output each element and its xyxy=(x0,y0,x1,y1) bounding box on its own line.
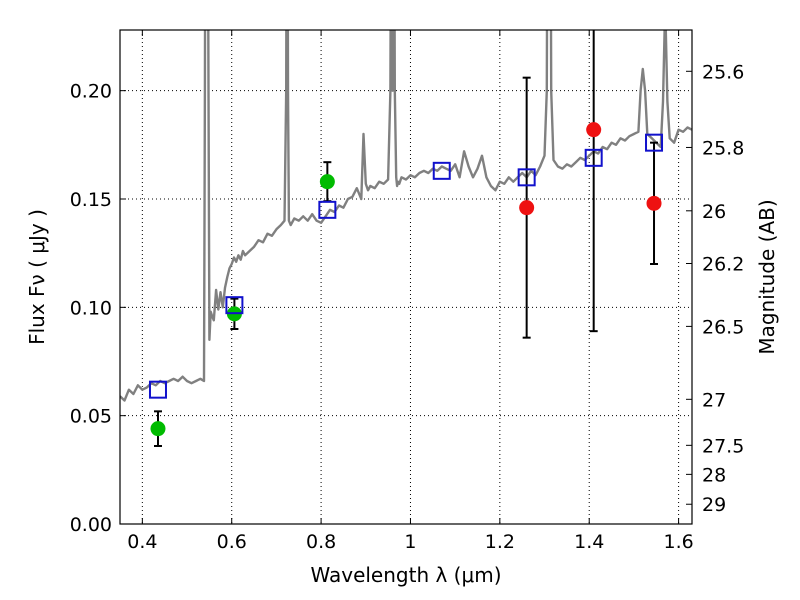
magnitude-tick-label: 28 xyxy=(702,464,726,486)
x-tick-label: 0.4 xyxy=(127,531,157,553)
model-photometry-square xyxy=(318,200,337,219)
x-tick-label: 1.6 xyxy=(663,531,693,553)
y-tick-label: 0.15 xyxy=(70,189,112,211)
x-tick-label: 1 xyxy=(404,531,416,553)
nir-flux-point xyxy=(646,195,662,211)
y-tick-label: 0.20 xyxy=(70,81,112,103)
model-photometry-square xyxy=(645,133,664,152)
model-photometry-square xyxy=(517,168,536,187)
magnitude-tick-label: 29 xyxy=(702,494,726,516)
magnitude-tick-label: 26 xyxy=(702,201,726,223)
plot-frame xyxy=(119,29,693,525)
y-axis-title: Flux Fν ( μJy ) xyxy=(25,209,49,345)
sed-model-line xyxy=(120,30,692,402)
y-axis-right-magnitude: 25.6 25.8 26 26.2 26.5 27 27.5 28 29 xyxy=(686,61,744,516)
model-photometry-square xyxy=(584,148,603,167)
y-tick-label: 0.10 xyxy=(70,297,112,319)
x-tick-label: 1.4 xyxy=(574,531,604,553)
y-axis-right-title: Magnitude (AB) xyxy=(755,199,779,354)
nir-flux-point xyxy=(519,200,535,216)
model-photometry-square xyxy=(225,296,244,315)
nir-flux-point xyxy=(586,122,602,138)
error-bars-group xyxy=(153,30,659,447)
optical-flux-point xyxy=(150,421,166,437)
y-tick-label: 0.00 xyxy=(70,514,112,536)
model-photometry-square xyxy=(432,161,451,180)
magnitude-tick-label: 26.2 xyxy=(702,253,744,275)
x-tick-label: 0.6 xyxy=(217,531,247,553)
optical-flux-point xyxy=(319,174,335,190)
x-tick-label: 0.8 xyxy=(306,531,336,553)
magnitude-tick-label: 27.5 xyxy=(702,435,744,457)
x-tick-label: 1.2 xyxy=(485,531,515,553)
y-axis-left: 0.00 0.05 0.10 0.15 0.20 xyxy=(70,81,126,536)
y-tick-label: 0.05 xyxy=(70,406,112,428)
magnitude-tick-label: 25.6 xyxy=(702,61,744,83)
sed-model-curve-group xyxy=(120,30,692,402)
magnitude-tick-label: 26.5 xyxy=(702,316,744,338)
magnitude-tick-label: 27 xyxy=(702,389,726,411)
data-markers-group xyxy=(148,122,664,437)
x-axis-title: Wavelength λ (μm) xyxy=(310,563,501,587)
model-photometry-square xyxy=(148,380,167,399)
magnitude-tick-label: 25.8 xyxy=(702,137,744,159)
x-axis: 0.4 0.6 0.8 1 1.2 1.4 1.6 xyxy=(127,30,694,553)
